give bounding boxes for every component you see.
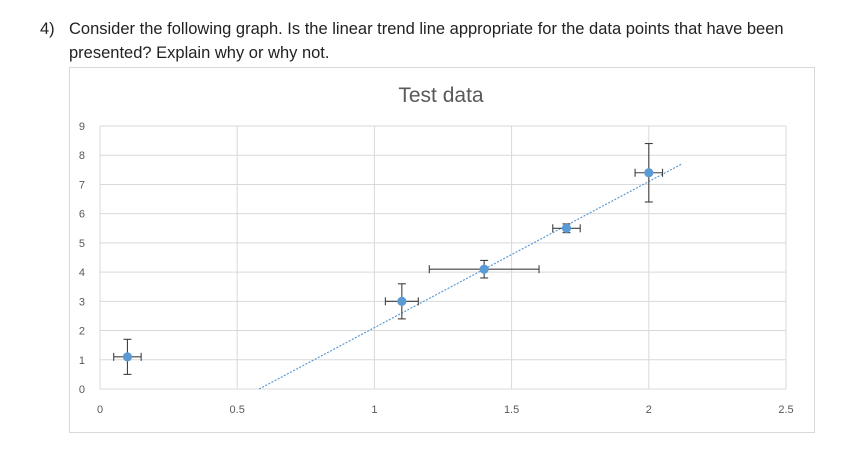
trendline-layer [258, 163, 683, 390]
y-tick-label: 3 [79, 296, 85, 308]
x-tick-label: 2 [646, 404, 652, 416]
y-tick-label: 9 [79, 121, 85, 133]
x-tick-label: 1 [371, 404, 377, 416]
chart-container: Test data 0 1 2 3 4 5 6 7 8 9 0 0.5 1 1.5 2 2.5 [69, 67, 815, 433]
x-axis-ticks: 0 0.5 1 1.5 2 2.5 [97, 404, 794, 416]
data-point [644, 168, 654, 178]
y-tick-label: 2 [79, 326, 85, 338]
linear-trendline [258, 163, 683, 390]
y-tick-label: 4 [79, 267, 85, 279]
scatter-chart: Test data 0 1 2 3 4 5 6 7 8 9 0 0.5 1 1.5 2 2.5 [79, 84, 794, 416]
chart-title: Test data [398, 84, 484, 107]
x-tick-label: 0 [97, 404, 103, 416]
y-tick-label: 7 [79, 179, 85, 191]
data-point [122, 352, 133, 362]
data-points [122, 168, 654, 362]
question-text: Consider the following graph. Is the lin… [69, 20, 784, 62]
x-tick-label: 1.5 [504, 404, 519, 416]
y-axis-ticks: 0 1 2 3 4 5 6 7 8 9 [79, 121, 85, 396]
x-tick-label: 0.5 [230, 404, 245, 416]
y-tick-label: 5 [79, 238, 85, 250]
y-tick-label: 6 [79, 209, 85, 221]
data-point [397, 296, 407, 306]
y-tick-label: 1 [79, 355, 85, 367]
gridlines [99, 125, 787, 390]
data-point [479, 264, 489, 274]
x-tick-label: 2.5 [778, 404, 793, 416]
y-tick-label: 8 [79, 150, 85, 162]
y-tick-label: 0 [79, 384, 85, 396]
data-point [561, 223, 572, 233]
error-bars [113, 142, 664, 375]
question-number: 4) [40, 20, 55, 38]
